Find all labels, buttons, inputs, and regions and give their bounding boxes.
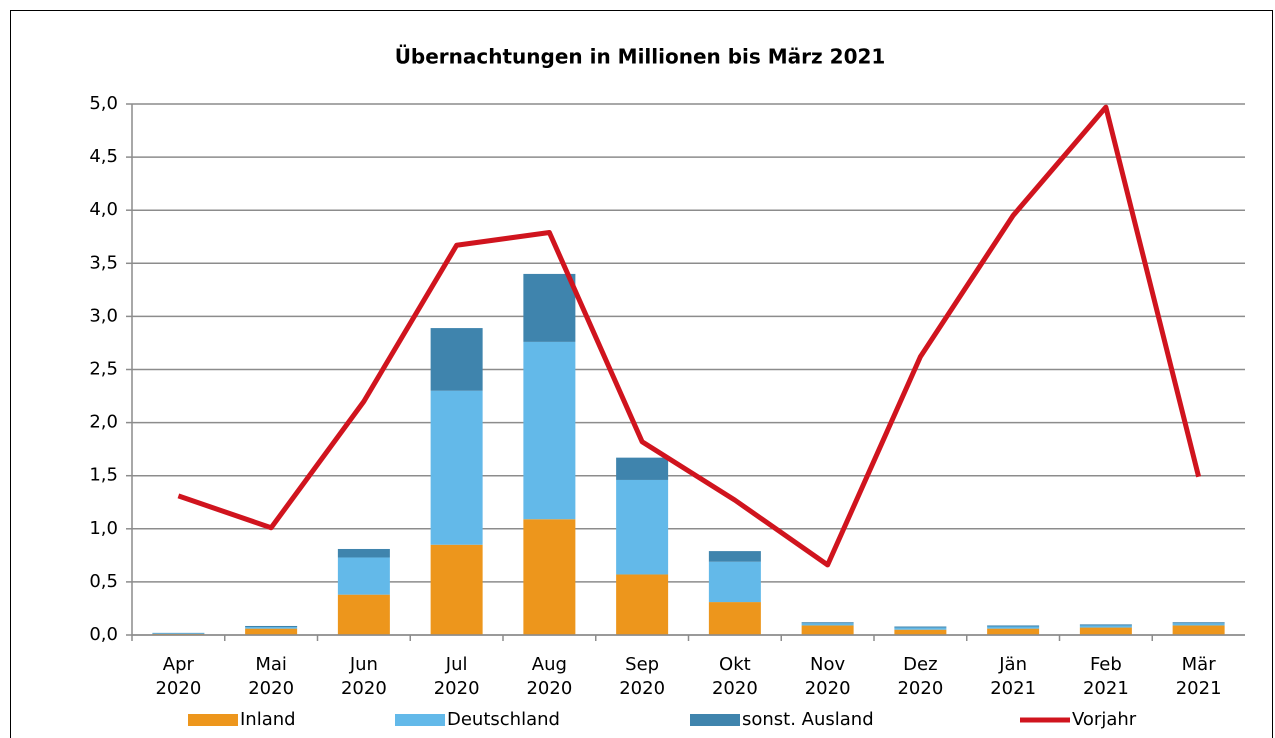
bar	[894, 629, 947, 635]
bar	[523, 341, 576, 520]
y-tick-label: 0,0	[89, 624, 118, 645]
bar	[987, 628, 1040, 635]
bar	[337, 548, 390, 558]
chart-title: Übernachtungen in Millionen bis März 202…	[395, 45, 886, 69]
x-tick-label: Dez 2020	[897, 654, 943, 699]
bar	[987, 626, 1040, 629]
bar	[1079, 627, 1132, 635]
y-tick-label: 3,0	[89, 305, 118, 326]
legend-swatch	[690, 714, 740, 726]
bar	[245, 625, 298, 628]
bar	[616, 457, 669, 480]
y-tick-label: 5,0	[89, 93, 118, 114]
bar	[894, 626, 947, 628]
bar	[801, 622, 854, 624]
bar	[245, 628, 298, 635]
bar	[1172, 623, 1225, 626]
legend-label: Inland	[240, 709, 296, 730]
x-tick-label: Jän 2021	[990, 654, 1036, 699]
bar	[801, 625, 854, 635]
bar	[523, 273, 576, 342]
x-tick-label: Jun 2020	[341, 654, 387, 699]
x-tick-label: Jul 2020	[434, 654, 480, 699]
y-tick-label: 2,5	[89, 359, 118, 380]
bar	[987, 625, 1040, 627]
y-tick-label: 1,5	[89, 465, 118, 486]
bar	[245, 627, 298, 629]
x-tick-label: Feb 2021	[1083, 654, 1129, 699]
bar	[430, 390, 483, 545]
y-tick-label: 2,0	[89, 412, 118, 433]
x-tick-label: Nov 2020	[805, 654, 851, 699]
chart-border	[10, 10, 1273, 738]
bar	[1172, 622, 1225, 624]
bar	[523, 519, 576, 635]
bar	[616, 574, 669, 635]
bar	[708, 602, 761, 635]
x-tick-label: Mär 2021	[1176, 654, 1222, 699]
y-tick-label: 1,0	[89, 518, 118, 539]
bar	[1079, 624, 1132, 626]
bar	[1079, 625, 1132, 628]
bar	[152, 632, 205, 634]
y-tick-label: 4,0	[89, 199, 118, 220]
line	[177, 104, 1202, 568]
legend-label: sonst. Ausland	[742, 709, 874, 730]
bar	[152, 633, 205, 634]
x-tick-label: Apr 2020	[155, 654, 201, 699]
y-tick-label: 0,5	[89, 571, 118, 592]
x-tick-label: Aug 2020	[526, 654, 572, 699]
legend-label: Deutschland	[447, 709, 560, 730]
x-tick-label: Okt 2020	[712, 654, 758, 699]
bar	[430, 328, 483, 391]
x-tick-label: Sep 2020	[619, 654, 665, 699]
legend-swatch	[395, 714, 445, 726]
bar	[708, 561, 761, 603]
x-tick-label: Mai 2020	[248, 654, 294, 699]
y-tick-label: 3,5	[89, 252, 118, 273]
bar	[801, 623, 854, 626]
bar	[708, 551, 761, 562]
bar	[1172, 625, 1225, 635]
y-tick-label: 4,5	[89, 146, 118, 167]
bar	[430, 544, 483, 635]
bar	[337, 594, 390, 635]
bar	[337, 557, 390, 595]
legend-label: Vorjahr	[1072, 709, 1137, 730]
bar	[616, 479, 669, 575]
bar	[894, 627, 947, 630]
legend-swatch	[188, 714, 238, 726]
